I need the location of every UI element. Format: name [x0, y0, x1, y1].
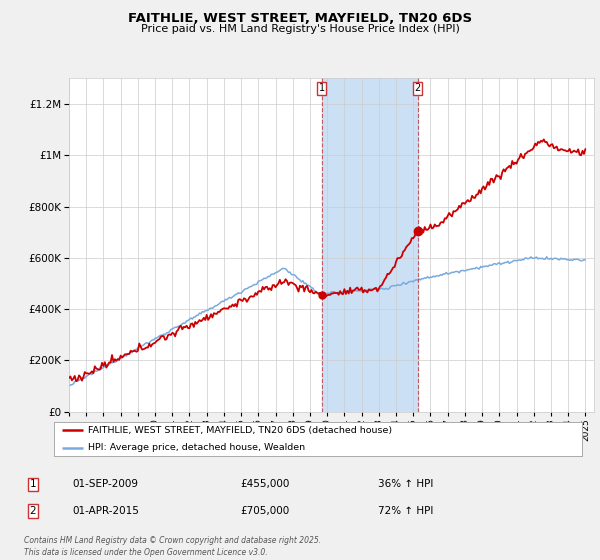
Bar — [322, 78, 418, 412]
Text: 1: 1 — [29, 479, 37, 489]
Text: 1: 1 — [319, 83, 325, 94]
Text: FAITHLIE, WEST STREET, MAYFIELD, TN20 6DS: FAITHLIE, WEST STREET, MAYFIELD, TN20 6D… — [128, 12, 472, 25]
Text: Price paid vs. HM Land Registry's House Price Index (HPI): Price paid vs. HM Land Registry's House … — [140, 24, 460, 34]
Text: 2: 2 — [415, 83, 421, 94]
Text: HPI: Average price, detached house, Wealden: HPI: Average price, detached house, Weal… — [88, 443, 305, 452]
Text: Contains HM Land Registry data © Crown copyright and database right 2025.
This d: Contains HM Land Registry data © Crown c… — [24, 536, 321, 557]
Text: £455,000: £455,000 — [240, 479, 289, 489]
Text: 01-APR-2015: 01-APR-2015 — [72, 506, 139, 516]
Text: 72% ↑ HPI: 72% ↑ HPI — [378, 506, 433, 516]
Text: £705,000: £705,000 — [240, 506, 289, 516]
Text: 01-SEP-2009: 01-SEP-2009 — [72, 479, 138, 489]
Text: 36% ↑ HPI: 36% ↑ HPI — [378, 479, 433, 489]
Text: FAITHLIE, WEST STREET, MAYFIELD, TN20 6DS (detached house): FAITHLIE, WEST STREET, MAYFIELD, TN20 6D… — [88, 426, 392, 435]
Text: 2: 2 — [29, 506, 37, 516]
